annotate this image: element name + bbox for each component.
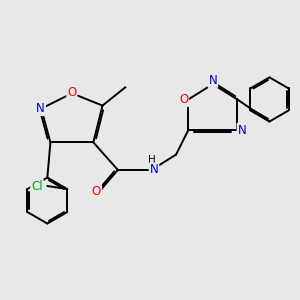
Text: O: O xyxy=(179,93,188,106)
Text: H: H xyxy=(148,155,155,165)
Text: N: N xyxy=(208,74,217,87)
Text: N: N xyxy=(36,102,45,115)
Text: O: O xyxy=(67,86,76,99)
Text: Cl: Cl xyxy=(31,179,43,193)
Text: N: N xyxy=(238,124,246,136)
Text: N: N xyxy=(150,164,158,176)
Text: O: O xyxy=(92,185,101,198)
